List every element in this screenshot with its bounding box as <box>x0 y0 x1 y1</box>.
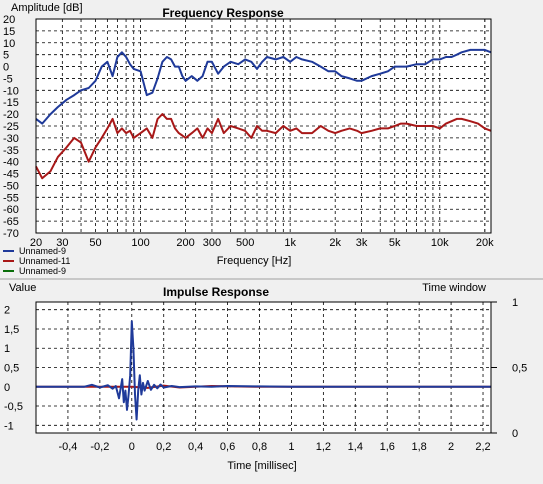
ir-y2-tick-label: 1 <box>512 297 518 309</box>
fr-x-tick-label: 20 <box>30 237 42 249</box>
fr-y-tick-label: -55 <box>3 192 19 204</box>
fr-y-tick-labels: 20151050-5-10-15-20-25-30-35-40-45-50-55… <box>3 14 19 240</box>
fr-series-line-1 <box>35 113 492 180</box>
fr-y-tick-label: -65 <box>3 216 19 228</box>
ir-series <box>36 320 491 421</box>
fr-y-tick-label: -60 <box>3 204 19 216</box>
fr-y-tick-label: -70 <box>3 228 19 240</box>
legend-label: Unnamed-9 <box>19 266 66 276</box>
fr-series <box>35 48 492 180</box>
ir-y-tick-label: -0,5 <box>4 401 23 413</box>
ir-xlabel: Time [millisec] <box>227 460 296 472</box>
legend-label: Unnamed-11 <box>19 256 70 266</box>
fr-title: Frequency Response <box>162 6 284 20</box>
fr-x-tick-label: 100 <box>131 237 149 249</box>
fr-x-tick-label: 2k <box>329 237 341 249</box>
fr-x-tick-label: 20k <box>476 237 494 249</box>
legend-label: Unnamed-9 <box>19 246 66 256</box>
ir-x-tick-label: 0,6 <box>220 441 235 453</box>
fr-y-tick-label: -40 <box>3 157 19 169</box>
fr-x-tick-label: 1k <box>284 237 296 249</box>
fr-x-tick-label: 3k <box>356 237 368 249</box>
fr-x-tick-label: 30 <box>56 237 68 249</box>
fr-series-line-0 <box>35 48 492 125</box>
ir-x-tick-label: 0 <box>129 441 135 453</box>
ir-y-tick-label: 1 <box>4 343 10 355</box>
fr-x-tick-label: 300 <box>203 237 221 249</box>
fr-y-tick-label: -10 <box>3 85 19 97</box>
fr-y-tick-label: -5 <box>3 73 13 85</box>
ir-x-tick-label: 1 <box>288 441 294 453</box>
ir-x-tick-label: 2 <box>448 441 454 453</box>
ir-x-tick-label: -0,2 <box>90 441 109 453</box>
ir-x-tick-label: 1,8 <box>412 441 427 453</box>
fr-y-tick-label: -50 <box>3 180 19 192</box>
fr-ylabel: Amplitude [dB] <box>11 2 83 14</box>
ir-y-tick-labels: 2 1,5 1 0,5 0 -0,5 -1 <box>4 305 23 433</box>
fr-xlabel: Frequency [Hz] <box>217 255 292 267</box>
ir-x-tick-label: 1,4 <box>348 441 363 453</box>
fr-plot-border <box>35 18 492 234</box>
impulse-response-chart: 21,510,50-0,5-1 10,50 -0,4 -0,2 0 0,2 0,4 0,6… <box>4 282 527 472</box>
fr-y-tick-label: 10 <box>3 38 15 50</box>
fr-y-tick-label: -45 <box>3 169 19 181</box>
ir-y2-tick-labels: 10,50 <box>491 297 527 440</box>
ir-x-tick-label: 0,8 <box>252 441 267 453</box>
ir-ylabel: Value <box>9 282 36 294</box>
fr-x-tick-label: 50 <box>89 237 101 249</box>
ir-x-tick-labels: -0,4 -0,2 0 0,2 0,4 0,6 0,8 1 1,2 1,4 1,6 1,8 2 2,2 <box>58 441 490 453</box>
ir-title: Impulse Response <box>163 285 269 299</box>
ir-y2label: Time window <box>422 282 486 294</box>
ir-y-tick-label: 0 <box>4 382 10 394</box>
fr-y-tick-label: -15 <box>3 97 19 109</box>
fr-x-tick-label: 5k <box>389 237 401 249</box>
ir-y2-tick-label: 0 <box>512 428 518 440</box>
frequency-response-chart: 20151050-5-10-15-20-25-30-35-40-45-50-55… <box>3 2 494 276</box>
fr-y-tick-label: 20 <box>3 14 15 26</box>
fr-y-tick-label: 15 <box>3 26 15 38</box>
fr-x-tick-label: 10k <box>431 237 449 249</box>
ir-y-tick-label: 1,5 <box>4 324 19 336</box>
fr-x-tick-labels: 20 30 50 100 200 300 500 1k 2k 3k 5k 10k 20k <box>30 237 494 249</box>
fr-x-tick-label: 200 <box>176 237 194 249</box>
fr-y-tick-label: -35 <box>3 145 19 157</box>
fr-y-tick-label: 0 <box>3 62 9 74</box>
ir-y2-tick-label: 0,5 <box>512 363 527 375</box>
fr-y-tick-label: -30 <box>3 133 19 145</box>
fr-y-tick-label: -25 <box>3 121 19 133</box>
ir-x-tick-label: 0,2 <box>156 441 171 453</box>
ir-x-tick-label: 1,6 <box>380 441 395 453</box>
ir-y-tick-label: -1 <box>4 420 14 432</box>
ir-y-tick-label: 2 <box>4 305 10 317</box>
fr-x-tick-label: 500 <box>236 237 254 249</box>
ir-x-tick-label: -0,4 <box>58 441 77 453</box>
ir-x-tick-label: 1,2 <box>316 441 331 453</box>
ir-x-tick-label: 2,2 <box>475 441 490 453</box>
ir-series-line-0 <box>36 320 491 421</box>
ir-y-tick-label: 0,5 <box>4 363 19 375</box>
fr-y-tick-label: -20 <box>3 109 19 121</box>
fr-y-tick-label: 5 <box>3 50 9 62</box>
ir-x-tick-label: 0,4 <box>188 441 203 453</box>
